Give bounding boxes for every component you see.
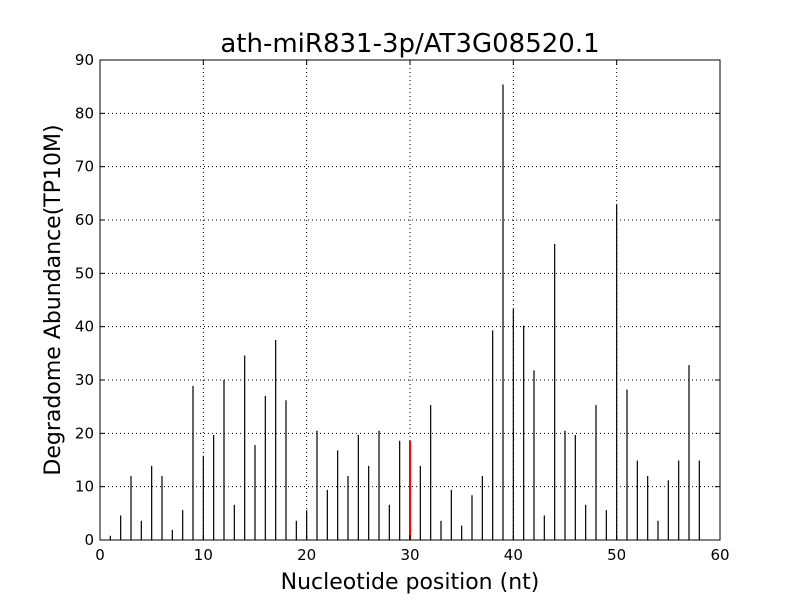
- x-tick-label: 20: [297, 546, 316, 564]
- y-tick-label: 80: [75, 104, 94, 122]
- y-tick-label: 30: [75, 371, 94, 389]
- y-tick-label: 90: [75, 51, 94, 69]
- y-tick-label: 60: [75, 211, 94, 229]
- x-tick-label: 30: [400, 546, 419, 564]
- y-tick-label: 0: [84, 531, 94, 549]
- x-tick-label: 0: [95, 546, 105, 564]
- y-axis-label: Degradome Abundance(TP10M): [41, 124, 66, 475]
- x-tick-label: 10: [194, 546, 213, 564]
- x-tick-label: 50: [607, 546, 626, 564]
- y-tick-label: 40: [75, 318, 94, 336]
- y-tick-label: 10: [75, 478, 94, 496]
- x-tick-label: 60: [710, 546, 729, 564]
- y-tick-label: 20: [75, 424, 94, 442]
- y-tick-label: 50: [75, 264, 94, 282]
- x-axis-label: Nucleotide position (nt): [281, 570, 540, 595]
- x-tick-label: 40: [504, 546, 523, 564]
- chart-title: ath-miR831-3p/AT3G08520.1: [220, 29, 599, 59]
- y-tick-label: 70: [75, 158, 94, 176]
- axis-ticks: 0 10 20 30 40 50 60 0 10 20 30 40 50 60 70 80 90: [75, 51, 730, 564]
- bars-group: [109, 84, 700, 540]
